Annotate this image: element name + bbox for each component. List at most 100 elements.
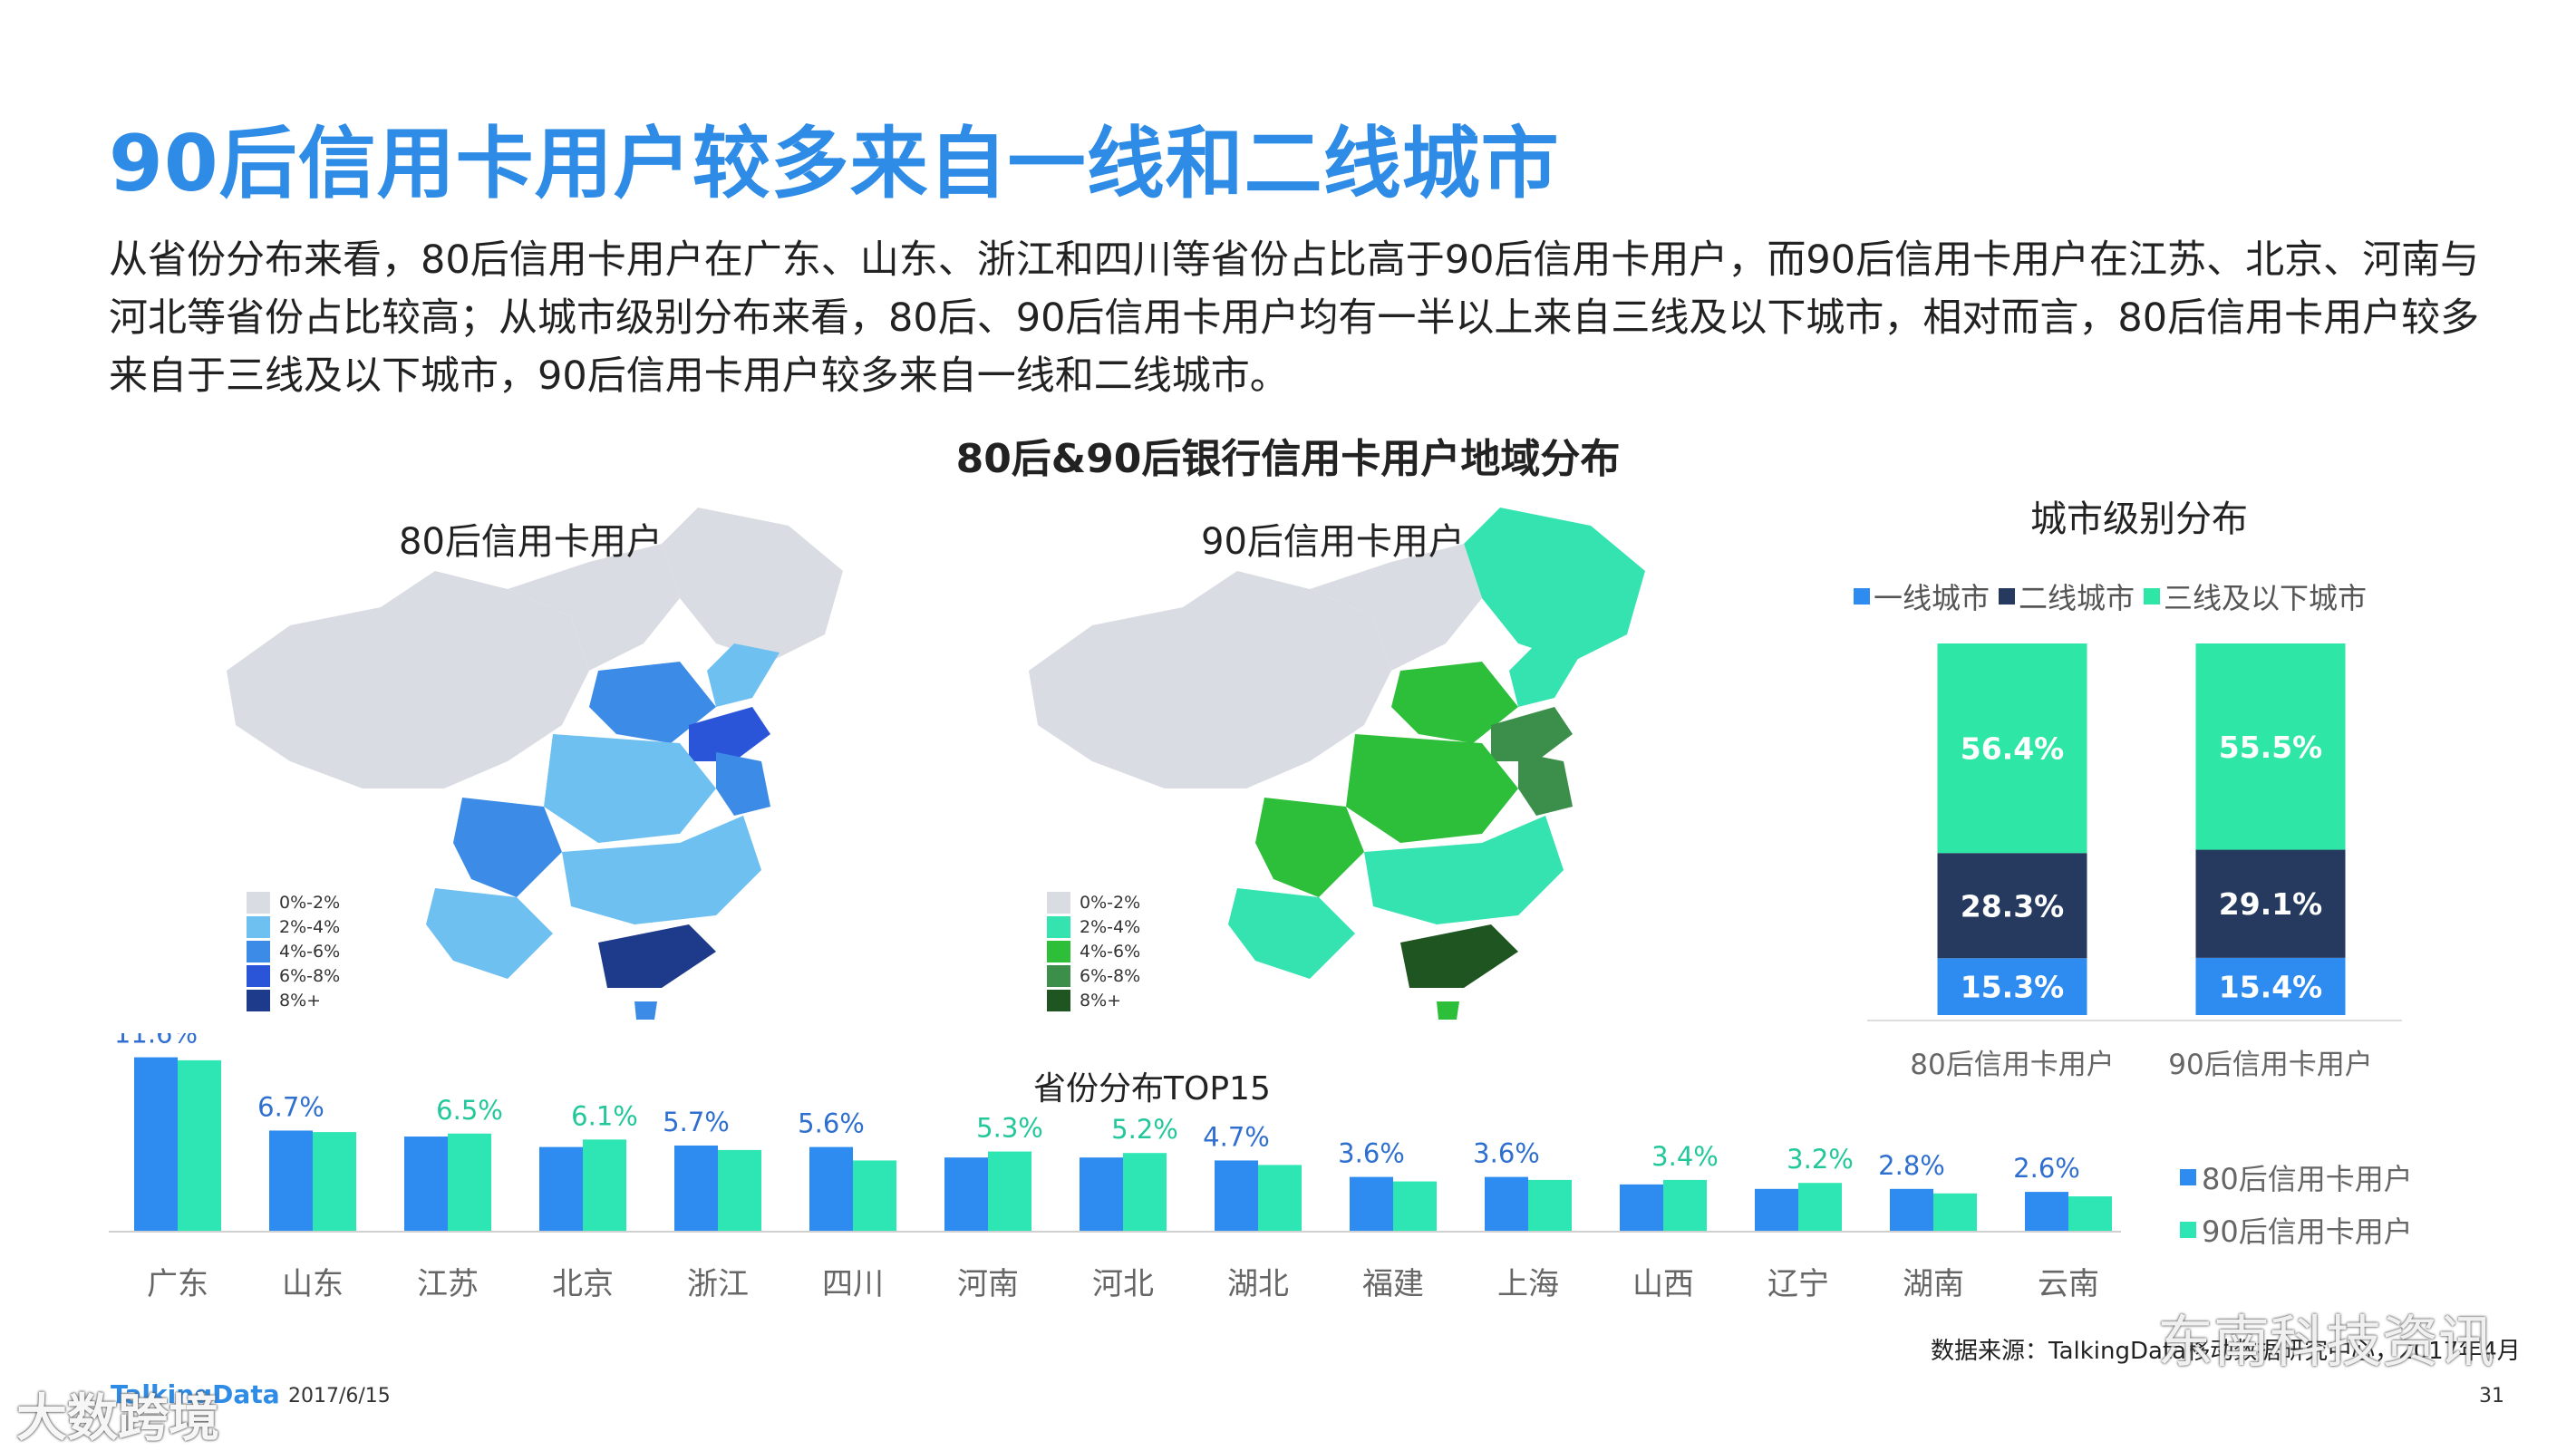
legend-swatch xyxy=(1854,588,1870,605)
legend-label: 4%-6% xyxy=(279,941,341,962)
bar xyxy=(404,1137,448,1231)
legend-row: 8%+ xyxy=(1047,988,1140,1012)
stack-segment xyxy=(1937,853,2087,959)
china-map-80s xyxy=(227,508,843,1020)
bar xyxy=(539,1146,583,1231)
map-region-center xyxy=(1346,734,1518,843)
map-90s xyxy=(1011,489,1663,1033)
stacked-chart-legend: 一线城市 二线城市 三线及以下城市 xyxy=(1854,576,2367,617)
category-label: 河南 xyxy=(957,1266,1019,1302)
map-region-northeast xyxy=(662,508,843,662)
legend-label: 0%-2% xyxy=(279,892,341,913)
map-region-inner-mongolia xyxy=(508,544,680,671)
bar xyxy=(313,1132,356,1231)
map-region-center xyxy=(544,734,716,843)
data-label: 3.4% xyxy=(1651,1141,1719,1172)
map-region-yunnan xyxy=(1228,888,1355,979)
legend-swatch xyxy=(1999,588,2016,605)
legend-swatch xyxy=(1047,989,1070,1011)
stacked-chart-title: 城市级别分布 xyxy=(2030,498,2248,540)
map-80s-label: 80后信用卡用户 xyxy=(399,521,663,563)
bar xyxy=(2068,1196,2112,1231)
bar xyxy=(2025,1192,2068,1231)
bar xyxy=(1663,1179,1707,1231)
category-label: 山东 xyxy=(282,1266,344,1302)
footer-date: 2017/6/15 xyxy=(288,1385,391,1407)
legend-label: 三线及以下城市 xyxy=(2164,581,2368,615)
legend-label: 4%-6% xyxy=(1080,941,1141,962)
legend-label: 6%-8% xyxy=(1080,965,1141,986)
category-label: 四川 xyxy=(822,1266,884,1302)
legend-item: 90后信用卡用户 xyxy=(2180,1204,2413,1256)
legend-item: 一线城市 xyxy=(1854,576,1990,617)
bar xyxy=(944,1157,988,1231)
bar xyxy=(1528,1179,1572,1231)
map-region-shandong xyxy=(1491,707,1573,761)
bar xyxy=(1933,1193,1977,1231)
legend-row: 4%-6% xyxy=(1047,939,1140,963)
legend-swatch xyxy=(2144,588,2161,605)
bar xyxy=(1258,1165,1302,1231)
map-region-guangdong xyxy=(1400,924,1518,988)
map-region-south-central xyxy=(1364,816,1564,924)
legend-label: 一线城市 xyxy=(1874,581,1990,615)
map-region-hainan xyxy=(634,1001,657,1020)
stack-segment xyxy=(2195,643,2346,850)
legend-row: 0%-2% xyxy=(247,890,340,914)
bar-chart-legend: 80后信用卡用户 90后信用卡用户 xyxy=(2180,1151,2413,1256)
segment-label: 55.5% xyxy=(2219,730,2323,765)
category-label: 江苏 xyxy=(417,1266,479,1302)
data-label: 4.7% xyxy=(1203,1121,1270,1152)
map-region-liaoning xyxy=(1509,643,1582,707)
data-label: 11.6% xyxy=(114,1033,198,1050)
map-region-west xyxy=(227,571,589,788)
data-label: 5.2% xyxy=(1111,1114,1178,1145)
description-text: 从省份分布来看，80后信用卡用户在广东、山东、浙江和四川等省份占比高于90后信用… xyxy=(109,237,2480,399)
data-label: 2.8% xyxy=(1878,1150,1945,1181)
segment-label: 15.4% xyxy=(2219,969,2323,1004)
map-region-liaoning xyxy=(707,643,780,707)
bar xyxy=(1798,1183,1842,1231)
bar xyxy=(1123,1153,1167,1231)
map-region-west xyxy=(1029,571,1391,788)
bar xyxy=(1890,1188,1933,1231)
china-map-90s xyxy=(1029,508,1645,1020)
map-region-sichuan xyxy=(453,798,562,897)
bar xyxy=(809,1146,853,1231)
category-label: 80后信用卡用户 xyxy=(1910,1049,2114,1081)
legend-swatch xyxy=(2180,1169,2196,1185)
bar-chart-title: 省份分布TOP15 xyxy=(1033,1070,1271,1108)
legend-swatch xyxy=(1047,964,1070,987)
legend-row: 8%+ xyxy=(247,988,340,1012)
stack-segment xyxy=(2195,849,2346,958)
data-label: 6.1% xyxy=(571,1100,638,1131)
segment-label: 15.3% xyxy=(1961,970,2065,1005)
category-label: 辽宁 xyxy=(1767,1266,1829,1302)
category-label: 山西 xyxy=(1632,1266,1694,1302)
watermark-right: 东南科技资讯 xyxy=(2157,1309,2495,1375)
category-label: 云南 xyxy=(2038,1266,2099,1302)
data-label: 5.3% xyxy=(976,1113,1043,1144)
category-label: 福建 xyxy=(1362,1266,1424,1302)
stacked-chart: 15.3% 28.3% 56.4% 80后信用卡用户 15.4% 29.1% 55.5% 90… xyxy=(1867,643,2402,1081)
map-region-northeast xyxy=(1464,508,1645,662)
legend-item: 三线及以下城市 xyxy=(2144,576,2367,617)
data-source: 数据来源：TalkingData移动数据研究中心，2017年4月 xyxy=(1931,1338,2521,1365)
bar xyxy=(1215,1160,1258,1231)
segment-label: 56.4% xyxy=(1961,731,2065,767)
bar xyxy=(1393,1181,1437,1231)
legend-row: 4%-6% xyxy=(247,939,340,963)
bar xyxy=(718,1149,761,1231)
segment-label: 28.3% xyxy=(1961,888,2065,924)
category-label: 河北 xyxy=(1092,1266,1154,1302)
category-label: 湖南 xyxy=(1903,1266,1964,1302)
talkingdata-logo: TalkingData xyxy=(111,1379,280,1409)
map-region-jiangsu xyxy=(1518,752,1573,816)
legend-swatch xyxy=(247,940,270,962)
map-region-hainan xyxy=(1437,1001,1459,1020)
bar xyxy=(178,1059,221,1231)
data-label: 3.6% xyxy=(1473,1138,1540,1169)
data-label: 6.5% xyxy=(436,1095,503,1126)
category-label: 北京 xyxy=(552,1266,614,1302)
bar xyxy=(674,1145,718,1231)
